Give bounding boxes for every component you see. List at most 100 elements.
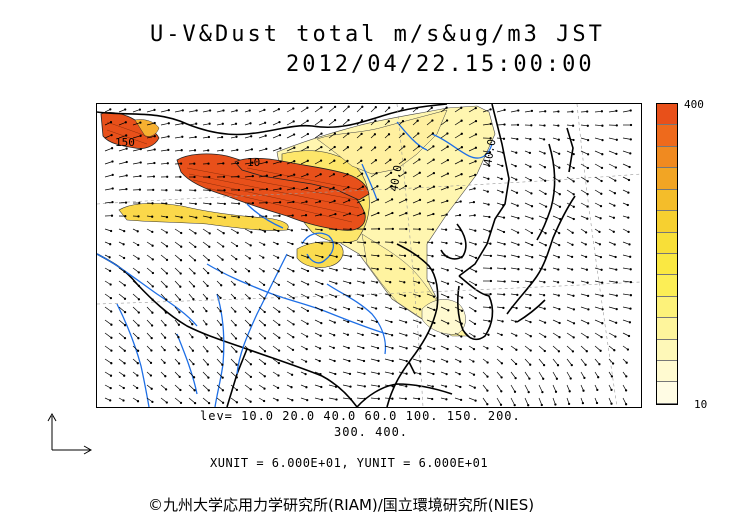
wind-vector	[538, 241, 546, 246]
wind-vector-head	[613, 243, 616, 246]
wind-vector-head	[278, 310, 281, 313]
wind-vector	[370, 185, 378, 191]
wind-vector-head	[391, 372, 394, 375]
wind-vector-head	[347, 346, 350, 350]
wind-vector	[174, 267, 181, 274]
wind-vector	[384, 185, 392, 191]
wind-vector-head	[138, 201, 141, 205]
wind-vector-head	[374, 106, 377, 109]
wind-vector-head	[417, 145, 421, 148]
wind-vector-head	[111, 200, 114, 204]
wind-vector-head	[417, 281, 421, 284]
wind-vector-head	[624, 403, 628, 406]
wind-vector	[118, 148, 127, 152]
wind-vector-head	[572, 336, 575, 339]
wind-vector-head	[291, 399, 294, 402]
wind-vector-head	[542, 138, 546, 141]
wind-vector-head	[599, 255, 603, 259]
wind-vector	[622, 150, 631, 154]
wind-vector-head	[586, 217, 589, 220]
wind-vector-head	[629, 307, 632, 310]
wind-vector-head	[193, 175, 196, 179]
wind-vector-head	[403, 145, 406, 148]
wind-vector	[594, 280, 603, 283]
wind-vector-head	[403, 254, 407, 257]
wind-vector-head	[626, 348, 630, 351]
wind-vector-head	[500, 333, 503, 337]
wind-vector-head	[321, 296, 324, 299]
wind-vector-head	[445, 372, 448, 376]
wind-vector-head	[629, 138, 632, 141]
wind-vector	[454, 280, 463, 285]
wind-vector-head	[320, 145, 323, 149]
wind-vector	[328, 384, 337, 388]
wind-vector-head	[629, 109, 632, 112]
wind-vector	[426, 280, 434, 284]
wind-vector	[342, 241, 351, 244]
wind-vector	[594, 150, 603, 155]
reference-vector-axes	[47, 412, 93, 455]
wind-vector-head	[163, 361, 166, 364]
wind-vector	[230, 332, 237, 339]
wind-vector-head	[265, 161, 268, 164]
wind-vector-head	[528, 151, 532, 155]
wind-vector-head	[277, 283, 281, 287]
wind-vector-head	[178, 311, 181, 314]
wind-vector-head	[349, 268, 352, 271]
wind-vector-head	[418, 308, 422, 311]
wind-vector	[412, 371, 421, 375]
wind-vector-head	[460, 106, 463, 109]
wind-vector	[188, 254, 196, 261]
wind-vector	[398, 371, 407, 375]
wind-vector	[314, 241, 323, 244]
wind-vector-head	[362, 281, 365, 284]
wind-vector	[580, 137, 589, 141]
wind-vector-head	[460, 283, 464, 286]
wind-vector	[104, 345, 112, 351]
wind-vector-head	[446, 335, 450, 338]
wind-vector-head	[489, 254, 493, 258]
wind-vector	[482, 150, 491, 153]
wind-vector-head	[207, 401, 211, 405]
wind-vector	[342, 119, 349, 126]
wind-vector-head	[360, 146, 363, 149]
wind-vector-head	[277, 349, 281, 352]
wind-vector-head	[628, 243, 631, 246]
wind-vector	[552, 345, 560, 352]
wind-vector-head	[613, 204, 616, 207]
wind-vector	[104, 188, 113, 191]
wind-vector	[328, 241, 337, 244]
wind-vector	[552, 397, 556, 405]
wind-vector	[300, 293, 309, 299]
wind-vector-head	[249, 400, 252, 403]
wind-vector	[118, 345, 126, 352]
wind-vector-head	[123, 374, 126, 377]
wind-vector	[356, 384, 365, 387]
legend-color-swatch	[657, 232, 677, 254]
wind-vector-head	[601, 153, 604, 156]
wind-vector-head	[571, 231, 574, 234]
wind-vector	[146, 267, 154, 274]
wind-vector-head	[488, 151, 492, 154]
wind-vector	[300, 319, 308, 325]
wind-vector-head	[235, 376, 238, 379]
wind-vector	[314, 107, 322, 113]
wind-vector	[272, 134, 281, 139]
wind-vector	[160, 109, 169, 113]
wind-vector-head	[458, 213, 462, 217]
wind-vector-head	[488, 306, 492, 309]
wind-vector	[496, 397, 502, 405]
wind-vector-head	[249, 375, 253, 379]
wind-vector-head	[474, 229, 477, 232]
wind-vector	[188, 228, 196, 234]
wind-vector-head	[108, 256, 111, 259]
wind-vector	[412, 172, 420, 178]
wind-vector-head	[110, 147, 114, 150]
wind-vector-head	[460, 173, 463, 176]
wind-vector-head	[205, 336, 209, 339]
wind-vector-head	[320, 242, 324, 245]
wind-vector	[538, 202, 547, 207]
wind-vector-head	[151, 311, 154, 314]
wind-vector-head	[292, 107, 295, 110]
wind-vector-head	[388, 106, 391, 109]
